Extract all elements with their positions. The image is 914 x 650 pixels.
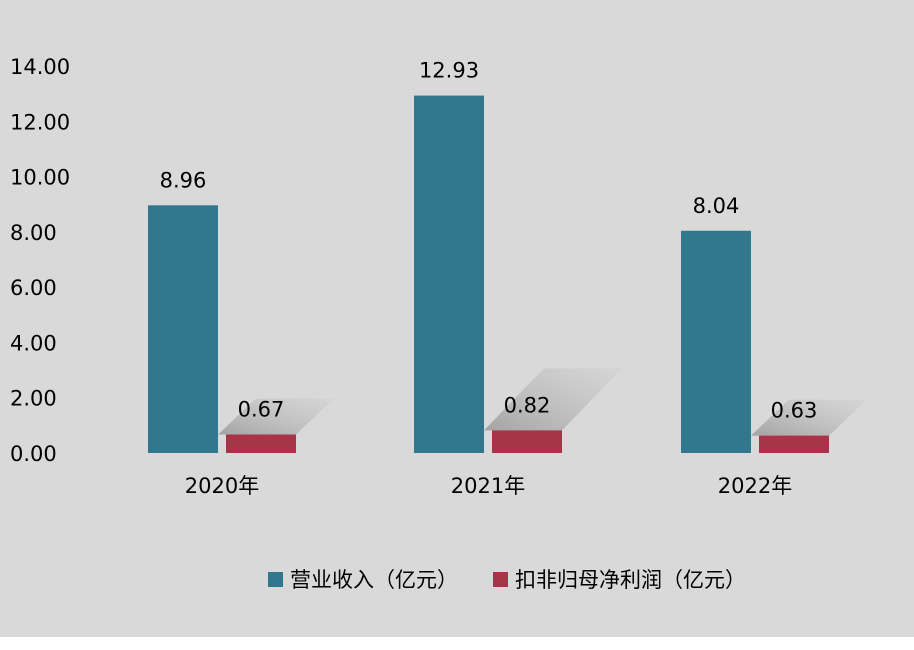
bar-shadow — [484, 368, 622, 431]
legend: 营业收入（亿元） 扣非归母净利润（亿元） — [268, 568, 746, 592]
y-tick-label: 4.00 — [10, 331, 57, 355]
x-axis: 2020年 2021年 2022年 — [185, 474, 792, 498]
data-label: 0.63 — [771, 399, 818, 423]
y-tick-label: 6.00 — [10, 276, 57, 300]
x-tick-label: 2021年 — [451, 474, 525, 498]
y-tick-label: 8.00 — [10, 221, 57, 245]
legend-swatch — [268, 572, 283, 587]
bar-shadows — [218, 368, 867, 436]
data-label: 8.04 — [693, 194, 740, 218]
bar — [148, 205, 218, 453]
bar — [414, 95, 484, 454]
bar-shadow — [218, 398, 334, 435]
y-tick-label: 14.00 — [10, 55, 70, 79]
bar — [759, 435, 829, 453]
y-axis: 0.00 2.00 4.00 6.00 8.00 10.00 12.00 14.00 — [10, 55, 70, 466]
y-tick-label: 10.00 — [10, 166, 70, 190]
bar — [226, 434, 296, 453]
x-tick-label: 2022年 — [718, 474, 792, 498]
bars: 8.96 0.67 12.93 0.82 8.04 0.63 — [148, 59, 829, 454]
y-tick-label: 0.00 — [10, 442, 57, 466]
bar-shadow — [751, 399, 867, 436]
bar — [681, 230, 751, 453]
y-tick-label: 2.00 — [10, 387, 57, 411]
bar — [492, 430, 562, 453]
y-tick-label: 12.00 — [10, 110, 70, 134]
legend-label: 营业收入（亿元） — [290, 568, 458, 592]
data-label: 12.93 — [419, 59, 479, 83]
data-label: 8.96 — [160, 168, 207, 192]
x-tick-label: 2020年 — [185, 474, 259, 498]
data-label: 0.82 — [504, 393, 551, 417]
data-label: 0.67 — [238, 397, 285, 421]
legend-swatch — [493, 572, 508, 587]
legend-label: 扣非归母净利润（亿元） — [515, 568, 746, 592]
